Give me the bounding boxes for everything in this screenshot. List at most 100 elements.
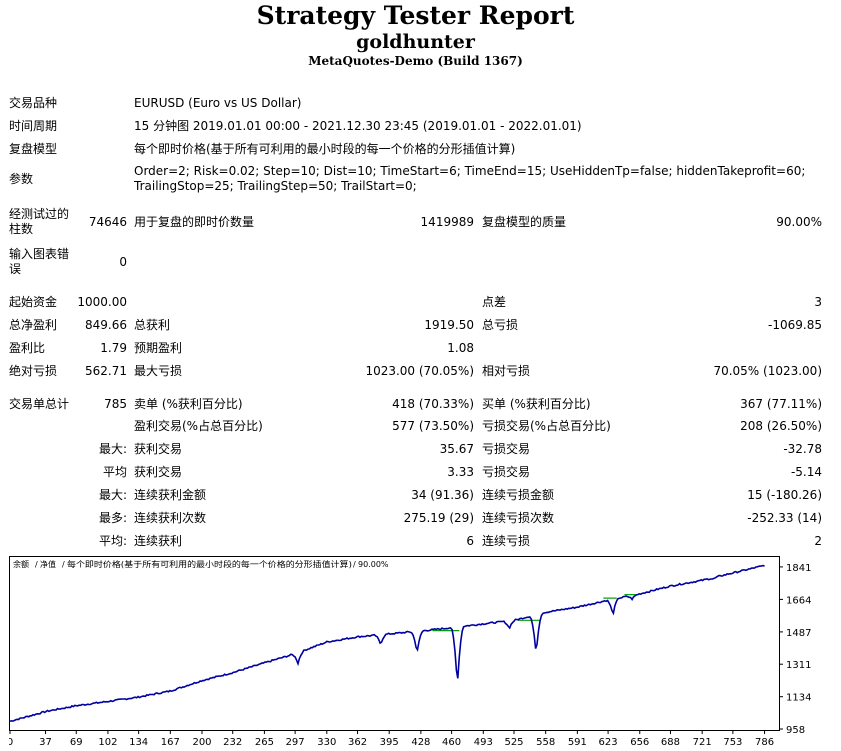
max-consecutive-losses-value: 15 (-180.26) xyxy=(747,488,822,502)
gross-profit-value: 1919.50 xyxy=(424,318,474,332)
max-consecutive-wins-value: 34 (91.36) xyxy=(411,488,474,502)
legend-model: 每个即时价格(基于所有可利用的最小时段的每一个价格的分形插值计算) xyxy=(67,559,352,569)
legend-separator: / xyxy=(35,560,38,569)
loss-trades-value: 208 (26.50%) xyxy=(740,419,822,433)
max-consecutive-wins-label: 连续获利金额 xyxy=(134,488,207,502)
x-tick-label: 102 xyxy=(98,737,117,748)
errors-label: 输入图表错误 xyxy=(9,247,70,276)
model-label: 复盘模型 xyxy=(9,142,58,156)
max-consecutive-prefix: 最大: xyxy=(98,488,127,502)
legend-equity: 净值 xyxy=(40,559,56,569)
period-label: 时间周期 xyxy=(9,119,58,133)
profit-factor-value: 1.79 xyxy=(100,341,127,355)
x-tick-label: 362 xyxy=(348,737,367,748)
x-tick-label: 493 xyxy=(474,737,493,748)
average-prefix: 平均 xyxy=(102,465,127,479)
x-tick-label: 688 xyxy=(661,737,680,748)
period-value: 15 分钟图 2019.01.01 00:00 - 2021.12.30 23:… xyxy=(134,119,582,133)
expert-name: goldhunter xyxy=(356,31,475,53)
absolute-drawdown-value: 562.71 xyxy=(85,364,127,378)
y-tick-label: 1134 xyxy=(786,693,811,704)
maximal-consecutive-losses-value: -252.33 (14) xyxy=(747,511,822,525)
equity-line xyxy=(432,594,636,632)
average-loss-value: -5.14 xyxy=(790,465,822,479)
gross-loss-label: 总亏损 xyxy=(482,318,519,332)
maximal-consecutive-wins-value: 275.19 (29) xyxy=(403,511,474,525)
average-loss-label: 亏损交易 xyxy=(482,465,531,479)
server-build: MetaQuotes-Demo (Build 1367) xyxy=(308,54,523,68)
largest-prefix: 最大: xyxy=(98,442,127,456)
x-tick-label: 297 xyxy=(286,737,305,748)
absolute-drawdown-label: 绝对亏损 xyxy=(9,364,58,378)
y-tick-label: 1664 xyxy=(786,595,811,606)
ticks-value: 1419989 xyxy=(420,215,474,229)
net-profit-label: 总净盈利 xyxy=(9,318,58,332)
model-value: 每个即时价格(基于所有可利用的最小时段的每一个价格的分形插值计算) xyxy=(134,142,516,156)
largest-loss-label: 亏损交易 xyxy=(482,442,531,456)
x-tick-label: 265 xyxy=(255,737,274,748)
deposit-label: 起始资金 xyxy=(9,295,58,309)
bars-value: 74646 xyxy=(88,215,127,229)
loss-trades-label: 亏损交易(%占总百分比) xyxy=(482,419,611,433)
x-tick-label: 591 xyxy=(568,737,587,748)
expected-payoff-value: 1.08 xyxy=(447,341,474,355)
y-axis: 958 1134 1311 1487 1664 1841 xyxy=(779,563,811,736)
gross-profit-label: 总获利 xyxy=(134,318,171,332)
params-value: Order=2; Risk=0.02; Step=10; Dist=10; Ti… xyxy=(134,164,806,193)
x-tick-label: 786 xyxy=(755,737,774,748)
short-positions-label: 卖单 (%获利百分比) xyxy=(134,397,243,411)
x-tick-label: 721 xyxy=(693,737,712,748)
relative-drawdown-value: 70.05% (1023.00) xyxy=(713,364,822,378)
average-consecutive-losses-label: 连续亏损 xyxy=(482,534,531,548)
maximal-consecutive-wins-label: 连续获利次数 xyxy=(134,511,207,525)
x-tick-label: 37 xyxy=(39,737,52,748)
y-tick-label: 958 xyxy=(786,725,805,736)
deposit-value: 1000.00 xyxy=(77,295,127,309)
profit-trades-label: 盈利交易(%占总百分比) xyxy=(134,419,263,433)
expected-payoff-label: 预期盈利 xyxy=(134,341,183,355)
largest-profit-value: 35.67 xyxy=(439,442,474,456)
x-tick-label: 656 xyxy=(630,737,649,748)
long-positions-label: 买单 (%获利百分比) xyxy=(482,397,591,411)
spread-value: 3 xyxy=(814,295,822,309)
legend-separator-2: / xyxy=(62,560,65,569)
net-profit-value: 849.66 xyxy=(85,318,127,332)
maximal-consecutive-losses-label: 连续亏损次数 xyxy=(482,511,555,525)
chart-frame xyxy=(9,556,780,731)
maximal-drawdown-label: 最大亏损 xyxy=(134,364,183,378)
average-consecutive-wins-value: 6 xyxy=(466,534,474,548)
max-consecutive-losses-label: 连续亏损金额 xyxy=(482,488,555,502)
quality-value: 90.00% xyxy=(776,215,822,229)
average-profit-label: 获利交易 xyxy=(134,465,183,479)
average-consecutive-wins-label: 连续获利 xyxy=(134,534,183,548)
legend-quality: 90.00% xyxy=(358,560,389,569)
x-tick-label: 460 xyxy=(442,737,461,748)
report-title: Strategy Tester Report xyxy=(256,1,575,30)
short-positions-value: 418 (70.33%) xyxy=(392,397,474,411)
x-axis: 0 37 69 102 134 167 200 232 265 297 330 362 395 428 46… xyxy=(9,730,774,748)
long-positions-value: 367 (77.11%) xyxy=(740,397,822,411)
profit-trades-value: 577 (73.50%) xyxy=(392,419,474,433)
x-tick-label: 167 xyxy=(161,737,180,748)
gross-loss-value: -1069.85 xyxy=(768,318,822,332)
x-tick-label: 525 xyxy=(504,737,523,748)
x-tick-label: 428 xyxy=(411,737,430,748)
bars-label: 经测试过的柱数 xyxy=(9,207,70,236)
maximal-drawdown-value: 1023.00 (70.05%) xyxy=(365,364,474,378)
largest-loss-value: -32.78 xyxy=(783,442,822,456)
total-trades-value: 785 xyxy=(104,397,127,411)
total-trades-label: 交易单总计 xyxy=(9,397,70,411)
largest-profit-label: 获利交易 xyxy=(134,442,183,456)
profit-factor-label: 盈利比 xyxy=(9,341,46,355)
x-tick-label: 395 xyxy=(380,737,399,748)
x-tick-label: 69 xyxy=(70,737,83,748)
params-label: 参数 xyxy=(9,172,34,186)
x-tick-label: 753 xyxy=(723,737,742,748)
y-tick-label: 1311 xyxy=(786,660,811,671)
errors-value: 0 xyxy=(119,255,127,269)
x-tick-label: 0 xyxy=(9,737,13,748)
x-tick-label: 200 xyxy=(192,737,211,748)
legend-separator-3: / xyxy=(353,560,356,569)
symbol-label: 交易品种 xyxy=(9,96,58,110)
quality-label: 复盘模型的质量 xyxy=(482,215,567,229)
